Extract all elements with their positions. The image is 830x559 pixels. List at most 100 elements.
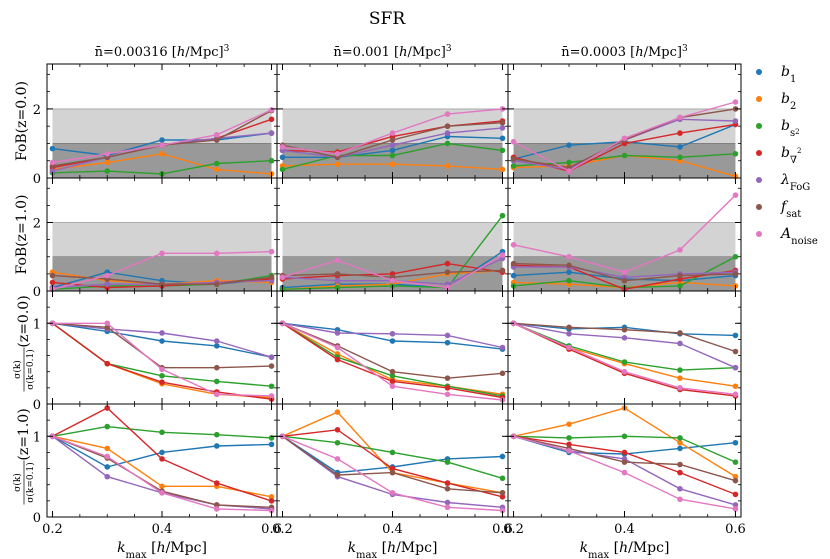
- x-tick-label: 0.2: [272, 522, 293, 537]
- point-b_∇2-0.5: [444, 480, 451, 486]
- series-line-λ_FoG: [52, 435, 272, 510]
- point-f_sat-0.4: [389, 137, 396, 143]
- x-tick-label: 0.4: [382, 522, 403, 537]
- point-f_sat-0.4: [389, 368, 396, 375]
- panel-r4-c1: 01: [33, 403, 278, 526]
- point-b2-0.4: [159, 151, 165, 157]
- panel-r3-c1: 01: [33, 290, 278, 413]
- point-A_noise-0.4: [621, 469, 628, 476]
- point-A_noise-0.3: [104, 151, 111, 157]
- point-A_noise-0.4: [621, 269, 628, 275]
- point-A_noise-0.3: [334, 151, 341, 157]
- point-A_noise-0.5: [677, 114, 683, 121]
- point-b_∇2-0.6: [268, 116, 275, 123]
- legend-label-f_sat: fsat: [780, 199, 801, 220]
- point-A_noise-0.4: [159, 250, 165, 257]
- point-b_s2-0.6: [268, 157, 275, 164]
- point-A_noise-0.3: [566, 168, 572, 174]
- legend-label-b2: b2: [781, 91, 796, 112]
- point-A_noise-0.3: [566, 253, 572, 260]
- point-b_∇2-0.6: [268, 498, 275, 504]
- point-b_s2-0.5: [677, 154, 683, 161]
- legend-marker-b_s2: [756, 123, 762, 129]
- legend-item-λ_FoG: λFoG: [756, 172, 810, 193]
- panel-r4-c3: [507, 403, 742, 518]
- point-λ_FoG-0.4: [389, 330, 396, 337]
- point-λ_FoG-0.5: [677, 340, 683, 347]
- point-b1-0.5: [444, 339, 451, 346]
- legend-label-λ_FoG: λFoG: [780, 172, 810, 193]
- panel-r1-c1: 02: [33, 63, 278, 187]
- point-A_noise-0.2: [279, 274, 286, 281]
- point-b2-0.3: [334, 409, 341, 415]
- x-tick-label: 0.6: [261, 522, 282, 537]
- legend-marker-f_sat: [756, 204, 762, 210]
- legend-marker-λ_FoG: [756, 177, 762, 183]
- point-f_sat-0.6: [732, 271, 739, 277]
- point-λ_FoG-0.5: [444, 332, 451, 339]
- point-A_noise-0.5: [444, 504, 451, 511]
- point-b_s2-0.2: [510, 163, 517, 169]
- column-title-2: n̄=0.001 [h/Mpc]3: [333, 44, 451, 60]
- point-f_sat-0.5: [213, 137, 220, 143]
- y-tick-label: 0: [33, 285, 41, 300]
- row-label-3: σ(k) σ(k=0.1) (z=0.0): [12, 295, 36, 392]
- point-λ_FoG-0.3: [334, 330, 341, 336]
- x-axis-label: kmax [h/Mpc]: [580, 540, 670, 559]
- row-label-redshift: (z=0.0): [16, 295, 32, 347]
- point-b2-0.6: [732, 383, 739, 390]
- point-A_noise-0.5: [677, 496, 683, 503]
- point-A_noise-0.4: [389, 383, 396, 390]
- point-b_∇2-0.4: [159, 456, 165, 462]
- panel-r2-c1: 02: [33, 177, 278, 300]
- point-λ_FoG-0.4: [621, 335, 628, 341]
- point-A_noise-0.6: [732, 99, 739, 105]
- point-b_s2-0.5: [213, 431, 220, 438]
- row-label-numerator: σ(k): [12, 360, 23, 379]
- point-b_s2-0.3: [334, 284, 341, 291]
- point-f_sat-0.5: [444, 375, 451, 381]
- point-f_sat-0.5: [677, 272, 683, 279]
- point-f_sat-0.6: [499, 370, 506, 377]
- point-A_noise-0.3: [334, 456, 341, 462]
- legend-label-b_∇2: b∇2: [781, 145, 801, 166]
- point-b_∇2-0.5: [444, 385, 451, 391]
- point-A_noise-0.6: [268, 507, 275, 514]
- point-b_s2-0.6: [499, 147, 506, 154]
- band-fob-lt-2: [282, 222, 503, 257]
- y-tick-label: 1: [33, 317, 41, 332]
- point-b_s2-0.4: [389, 152, 396, 159]
- point-b2-0.5: [213, 166, 220, 173]
- point-A_noise-0.6: [499, 252, 506, 258]
- point-b2-0.6: [732, 473, 739, 480]
- point-b2-0.6: [499, 166, 506, 173]
- point-f_sat-0.5: [213, 281, 220, 287]
- point-b_∇2-0.3: [566, 441, 572, 448]
- point-f_sat-0.6: [268, 363, 275, 369]
- point-f_sat-0.5: [677, 461, 683, 468]
- point-b2-0.5: [444, 163, 451, 169]
- point-f_sat-0.6: [268, 274, 275, 281]
- point-b_s2-0.4: [389, 372, 396, 379]
- legend-item-b1: b1: [756, 64, 796, 85]
- point-A_noise-0.6: [732, 391, 739, 398]
- legend-item-b_∇2: b∇2: [756, 145, 801, 166]
- legend-item-b2: b2: [756, 91, 796, 112]
- point-A_noise-0.2: [510, 138, 517, 145]
- point-A_noise-0.6: [268, 393, 275, 399]
- point-b2-0.4: [389, 161, 396, 167]
- chart-title: SFR: [369, 9, 406, 29]
- row-label-denominator: σ(k=0.1): [25, 349, 36, 389]
- legend-label-b_s2: bs2: [781, 118, 800, 139]
- point-b_∇2-0.3: [104, 360, 111, 367]
- point-λ_FoG-0.5: [444, 499, 451, 506]
- row-label-numerator: σ(k): [12, 473, 23, 492]
- point-f_sat-0.5: [444, 123, 451, 129]
- point-b2-0.3: [104, 445, 111, 452]
- point-A_noise-0.6: [732, 192, 739, 198]
- point-b2-0.6: [268, 494, 275, 500]
- point-b1-0.4: [159, 449, 165, 456]
- point-f_sat-0.4: [621, 277, 628, 284]
- point-b2-0.5: [677, 439, 683, 446]
- series-line-b2: [513, 407, 736, 478]
